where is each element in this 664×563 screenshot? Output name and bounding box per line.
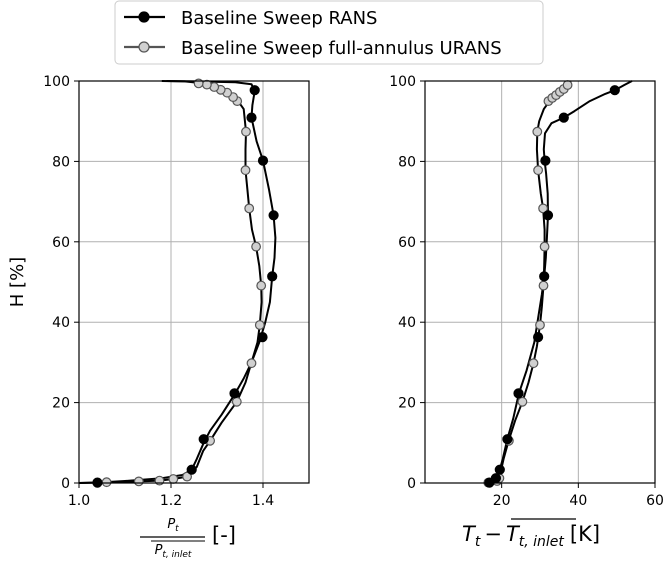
right-series-1-point (538, 203, 548, 214)
legend: Baseline Sweep RANS Baseline Sweep full-… (114, 0, 544, 65)
right-curves (484, 80, 633, 484)
right-series-1-point (528, 358, 539, 369)
left-series-0-point (229, 388, 240, 399)
left-xtick-label: 1.0 (68, 493, 90, 509)
left-xtick-label: 1.4 (252, 493, 274, 509)
legend-marker-rans (138, 11, 150, 23)
right-ytick-label: 40 (398, 315, 416, 331)
left-series-1-point (246, 358, 257, 369)
right-series-0-point (609, 85, 620, 96)
left-series-1-point (251, 241, 262, 252)
left-series-1-point (241, 126, 251, 137)
left-ytick-label: 40 (52, 315, 70, 331)
right-series-0-line (487, 80, 633, 484)
left-grid (78, 80, 309, 484)
right-series-0-point (490, 473, 501, 484)
right-ytick-label: 80 (398, 154, 416, 170)
legend-frame (114, 0, 544, 65)
left-xtick-label: 1.2 (160, 493, 182, 509)
left-ylabel: H [%] (7, 257, 28, 307)
left-series-1-point (193, 78, 204, 89)
left-series-1-point (154, 475, 165, 486)
left-series-1-point (231, 396, 242, 407)
left-series-0-point (246, 112, 257, 123)
right-ytick-label: 60 (398, 235, 416, 251)
left-series-1-point (101, 477, 112, 488)
left-series-0-point (257, 332, 268, 343)
left-series-1-point (182, 471, 193, 482)
left-ytick-label: 80 (52, 154, 70, 170)
left-series-0-point (249, 85, 260, 96)
right-markers (483, 80, 620, 488)
left-plot: 1.0 1.2 1.4 0 20 40 60 80 100 H [%] Pt Pt, inlet… (7, 74, 310, 560)
left-series-1-point (256, 280, 267, 291)
left-xlabel-denominator: Pt, inlet (155, 543, 192, 560)
right-ticks: 20 40 60 0 20 40 60 80 100 (389, 74, 664, 509)
legend-marker-urans (138, 41, 150, 53)
legend-label-rans: Baseline Sweep RANS (181, 8, 377, 29)
right-xlabel: Tt − Tt, inlet [K] (462, 518, 600, 550)
left-axes-frame (78, 80, 310, 484)
left-curves (78, 80, 277, 484)
left-series-1-point (168, 474, 179, 484)
left-xlabel-unit: [-] (212, 523, 236, 547)
right-series-1-point (532, 126, 543, 137)
right-series-1-point (533, 165, 543, 176)
right-series-1-point (539, 241, 550, 252)
right-series-1-point (538, 280, 549, 291)
left-series-0-point (268, 210, 279, 221)
right-axes-frame (424, 80, 656, 484)
right-series-1-point (562, 80, 573, 90)
right-series-0-point (494, 464, 505, 475)
left-series-0-point (198, 434, 209, 445)
left-series-1-line (78, 80, 263, 484)
left-ticks: 1.0 1.2 1.4 0 20 40 60 80 100 (43, 74, 274, 509)
right-xtick-label: 20 (493, 493, 511, 509)
left-series-1-point (240, 165, 251, 176)
left-ytick-label: 100 (43, 74, 70, 90)
right-plot: 20 40 60 0 20 40 60 80 100 Tt − Tt, inlet [K] (389, 74, 664, 550)
left-ytick-label: 20 (52, 396, 70, 412)
right-series-0-point (513, 388, 524, 399)
right-xtick-label: 60 (646, 493, 664, 509)
left-ytick-label: 0 (61, 476, 70, 492)
right-series-0-point (502, 434, 513, 445)
right-series-0-point (532, 332, 544, 343)
right-grid (425, 80, 656, 484)
left-series-1-point (244, 203, 255, 214)
left-xlabel: Pt Pt, inlet [-] (140, 517, 236, 560)
right-series-0-point (539, 271, 550, 282)
right-series-1-line (484, 80, 572, 484)
left-series-1-point (254, 320, 265, 330)
left-xlabel-numerator: Pt (167, 517, 179, 534)
right-series-1-point (517, 396, 528, 407)
right-series-1-point (535, 320, 545, 330)
left-markers (92, 78, 279, 488)
right-ytick-label: 100 (389, 74, 416, 90)
right-xlabel-text: Tt − Tt, inlet [K] (462, 522, 600, 550)
right-ytick-label: 0 (407, 476, 416, 492)
right-xtick-label: 40 (569, 493, 587, 509)
right-series-0-point (540, 155, 551, 166)
right-ytick-label: 20 (398, 396, 416, 412)
left-series-1-point (133, 476, 144, 487)
left-ytick-label: 60 (52, 235, 70, 251)
legend-label-urans: Baseline Sweep full-annulus URANS (181, 38, 502, 59)
right-series-0-point (558, 112, 569, 123)
left-series-0-point (267, 271, 278, 282)
right-series-0-point (542, 210, 554, 221)
left-series-0-point (186, 464, 197, 475)
left-series-0-point (257, 155, 269, 166)
